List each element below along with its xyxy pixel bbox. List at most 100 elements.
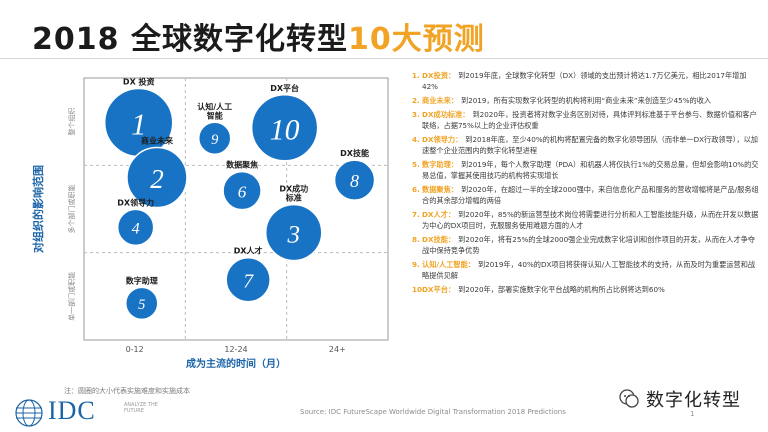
bubble [126,146,188,209]
bubble [125,286,159,321]
prediction-tag: 数字助理： [422,159,458,169]
prediction-number: 1. [412,71,420,80]
x-axis-title: 成为主流的时间（月） [186,357,286,370]
prediction-tag: DX投资： [422,71,456,80]
prediction-tag: DX人才： [422,209,456,219]
bubble [225,256,271,303]
prediction-body: DX人才： 到2020年，85%的新运营型技术岗位将需要进行分析和人工智能技能升级… [422,209,762,231]
predictions-list: 1. DX投资： 到2019年底，全球数字化转型（DX）领域的支出预计将达1.7万亿… [412,70,762,298]
prediction-body: DX领导力： 到2018年底，至少40%的机构将配置完备的数字化领导团队（而非单一… [422,134,762,156]
x-tick-label: 24+ [329,345,346,354]
bubble-chart: 单一部门或职能 多个部门或职能 整个组织对组织的影响范围 0-12 12-24 24+ 成为… [28,70,400,370]
prediction-body: DX平台： 到2020年，部署实施数字化平台战略的机构所占比例将达到60% [422,284,762,295]
bubble-label: 商业未来 [141,136,174,146]
source-text: Source: IDC FutureScape Worldwide Digita… [300,408,566,416]
title-prefix: 2018 全球数字化转型 [32,22,348,57]
prediction-number: 5. [412,159,420,169]
title-highlight: 10大预测 [347,22,485,57]
prediction-number: 7. [412,209,420,219]
globe-icon [15,399,43,427]
prediction-number: 2. [412,96,420,105]
prediction-item: 8. DX技能： 到2020年，将有25%的全球2000强企业完成数字化培训和创作项… [412,234,762,256]
bubble-label: DX 投资 [123,77,155,87]
prediction-text: 到2020年，投资者将对数字业务区别对待，具体评判标准基于平台参与、数据价值和客… [422,109,757,130]
prediction-text: 到2018年底，至少40%的机构将配置完备的数字化领导团队（而非单一DX行政领导… [422,134,758,155]
y-band-label: 单一部门或职能 [67,272,76,321]
prediction-body: DX成功标准： 到2020年，投资者将对数字业务区别对待，具体评判标准基于平台参与… [422,109,762,131]
bubble [333,159,376,201]
prediction-tag: DX平台： [422,284,456,294]
prediction-item: 10. DX平台： 到2020年，部署实施数字化平台战略的机构所占比例将达到60% [412,284,762,295]
prediction-text: 到2020年，部署实施数字化平台战略的机构所占比例将达到60% [458,284,665,294]
y-band-label: 整个组织 [67,108,76,136]
y-band-label: 多个部门或职能 [67,185,76,234]
prediction-text: 到2019，所有实现数字化转型的机构将利用“商业未来”来创造至少45%的收入 [460,96,712,105]
prediction-item: 3. DX成功标准： 到2020年，投资者将对数字业务区别对待，具体评判标准基于平台… [412,109,762,131]
bubble [250,94,319,162]
y-axis-title: 对组织的影响范围 [31,165,45,253]
prediction-item: 5. 数字助理： 到2019年，每个人数字助理（PDA）和机器人将仅执行1%的交易总… [412,159,762,181]
prediction-body: 数字助理： 到2019年，每个人数字助理（PDA）和机器人将仅执行1%的交易总量，… [422,159,762,181]
prediction-tag: DX技能： [422,234,456,244]
logo-tagline: ANALYZE THE FUTURE [124,402,158,414]
prediction-tag: 认知/人工智能： [422,259,475,269]
title-divider [0,58,768,59]
prediction-text: 到2020年，将有25%的全球2000强企业完成数字化培训和创作项目的开发，从而… [422,234,756,255]
x-tick-label: 0-12 [126,345,144,354]
prediction-tag: DX成功标准： [422,109,470,119]
prediction-number: 4. [412,134,420,144]
watermark-text: 数字化转型 [646,390,741,411]
bubble-label: 数字助理 [126,275,158,285]
bubble-label: DX技能 [340,148,369,158]
bubble-label: DX人才 [234,246,263,256]
bubble [265,203,323,262]
bubble-number: 8 [350,171,359,191]
bubble-label: 数据聚焦 [226,160,258,170]
bubble [197,121,232,156]
prediction-item: 9. 认知/人工智能： 到2019年，40%的DX项目将获得认知/人工智能技术的支持… [412,259,762,281]
prediction-item: 2. 商业未来： 到2019，所有实现数字化转型的机构将利用“商业未来”来创造至少4… [412,95,762,106]
prediction-body: 商业未来： 到2019，所有实现数字化转型的机构将利用“商业未来”来创造至少45%… [422,95,762,106]
prediction-text: 到2019年，40%的DX项目将获得认知/人工智能技术的支持，从而及时为重要运营… [422,259,756,280]
prediction-text: 到2019年底，全球数字化转型（DX）领域的支出预计将达1.7万亿美元，相比20… [422,71,747,92]
bubble-number: 1 [131,107,146,141]
bubble-number: 3 [286,221,300,248]
bubble-label: DX成功标准 [279,184,308,203]
prediction-body: DX技能： 到2020年，将有25%的全球2000强企业完成数字化培训和创作项目的… [422,234,762,256]
idc-logo: IDC ANALYZE THE FUTURE [14,396,184,430]
prediction-item: 4. DX领导力： 到2018年底，至少40%的机构将配置完备的数字化领导团队（而非… [412,134,762,156]
prediction-item: 1. DX投资： 到2019年底，全球数字化转型（DX）领域的支出预计将达1.7万亿… [412,70,762,92]
prediction-body: DX投资： 到2019年底，全球数字化转型（DX）领域的支出预计将达1.7万亿美元… [422,70,762,92]
bubble-label: 认知/人工智能 [197,101,232,120]
prediction-body: 认知/人工智能： 到2019年，40%的DX项目将获得认知/人工智能技术的支持，从… [422,259,762,281]
bubble [116,208,155,247]
x-tick-label: 12-24 [224,345,247,354]
prediction-number: 10. [412,284,425,294]
prediction-number: 9. [412,259,420,269]
prediction-tag: 商业未来： [422,96,458,105]
prediction-item: 6. 数据聚焦： 到2020年，在超过一半的全球2000强中，来自信息化产品和服务的… [412,184,762,206]
prediction-text: 到2020年，在超过一半的全球2000强中，来自信息化产品和服务的营收增幅将是产… [422,184,759,205]
prediction-item: 7. DX人才： 到2020年，85%的新运营型技术岗位将需要进行分析和人工智能技能… [412,209,762,231]
prediction-number: 8. [412,234,420,244]
bubble-number: 10 [270,114,300,146]
bubble-number: 5 [138,297,145,313]
prediction-number: 6. [412,184,420,194]
bubble-number: 2 [150,164,164,194]
bubble-number: 6 [238,182,247,201]
logo-text: IDC [48,396,96,425]
bubble-number: 9 [211,132,218,148]
bubble [222,170,262,211]
prediction-text: 到2019年，每个人数字助理（PDA）和机器人将仅执行1%的交易总量，但却会影响… [422,159,759,180]
bubble-label: DX领导力 [117,197,154,207]
bubble-number: 7 [243,270,254,292]
page-title: 2018 全球数字化转型10大预测 [32,14,485,58]
wechat-watermark: 数字化转型 [618,386,741,412]
chart-note: 注：圆圈的大小代表实施难度和实施成本 [64,387,190,395]
prediction-body: 数据聚焦： 到2020年，在超过一半的全球2000强中，来自信息化产品和服务的营收… [422,184,762,206]
prediction-text: 到2020年，85%的新运营型技术岗位将需要进行分析和人工智能技能升级，从而在开… [422,209,759,230]
prediction-tag: 数据聚焦： [422,184,458,194]
bubble-label: DX平台 [270,83,299,93]
bubble-number: 4 [132,220,140,238]
